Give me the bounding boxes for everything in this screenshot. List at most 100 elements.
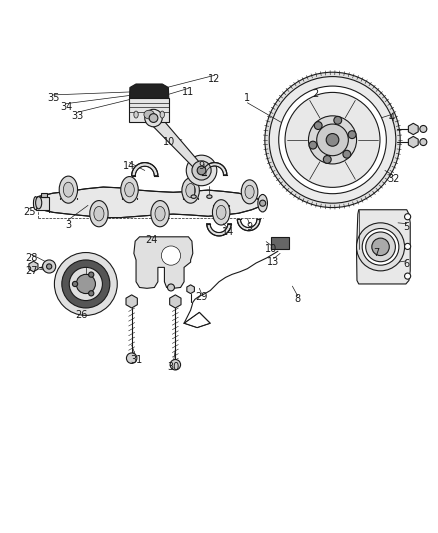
Polygon shape [187, 285, 194, 294]
Circle shape [170, 359, 180, 370]
Text: 9: 9 [247, 222, 253, 232]
Text: 5: 5 [404, 222, 410, 232]
Text: 14: 14 [124, 161, 136, 171]
Circle shape [348, 131, 356, 139]
Circle shape [308, 116, 357, 164]
Circle shape [186, 155, 217, 185]
Circle shape [192, 161, 211, 180]
Polygon shape [149, 114, 204, 173]
Circle shape [343, 150, 351, 158]
Circle shape [72, 281, 78, 287]
Ellipse shape [151, 200, 169, 227]
Circle shape [420, 125, 427, 133]
Polygon shape [29, 261, 38, 272]
Text: 26: 26 [75, 310, 88, 319]
Circle shape [76, 274, 95, 294]
Circle shape [314, 122, 322, 130]
Polygon shape [41, 193, 47, 197]
Text: 9: 9 [198, 161, 205, 171]
Ellipse shape [216, 205, 226, 219]
Polygon shape [207, 224, 231, 236]
Circle shape [145, 109, 162, 127]
Polygon shape [38, 187, 263, 217]
Circle shape [127, 353, 137, 364]
Polygon shape [130, 84, 169, 99]
Circle shape [54, 253, 117, 316]
Circle shape [366, 232, 396, 262]
Circle shape [405, 214, 411, 220]
Circle shape [285, 92, 380, 188]
Ellipse shape [182, 178, 199, 203]
Circle shape [405, 273, 411, 279]
Polygon shape [184, 312, 210, 328]
Text: 25: 25 [23, 207, 35, 217]
Polygon shape [408, 136, 418, 148]
Ellipse shape [258, 195, 268, 212]
Ellipse shape [59, 176, 78, 203]
Polygon shape [170, 295, 181, 308]
Circle shape [372, 238, 389, 256]
Polygon shape [132, 163, 158, 176]
Ellipse shape [144, 110, 154, 119]
Circle shape [420, 139, 427, 146]
Text: 8: 8 [294, 294, 300, 304]
Circle shape [362, 229, 399, 265]
Ellipse shape [245, 185, 254, 198]
Text: 13: 13 [268, 257, 280, 267]
Text: 4: 4 [389, 113, 395, 123]
Circle shape [42, 260, 56, 273]
Circle shape [197, 166, 206, 175]
Ellipse shape [121, 176, 138, 203]
Ellipse shape [35, 197, 42, 209]
Circle shape [69, 268, 102, 301]
Circle shape [260, 200, 266, 206]
Polygon shape [35, 197, 49, 212]
Ellipse shape [134, 111, 138, 118]
Text: 30: 30 [167, 362, 179, 372]
Polygon shape [272, 237, 289, 249]
Circle shape [149, 114, 158, 123]
Circle shape [357, 223, 405, 271]
Text: 2: 2 [312, 89, 318, 99]
Polygon shape [237, 220, 260, 231]
Polygon shape [408, 123, 418, 135]
Text: 1: 1 [244, 93, 251, 103]
Circle shape [309, 141, 317, 149]
Circle shape [46, 264, 52, 269]
Text: 33: 33 [71, 111, 83, 121]
Ellipse shape [241, 180, 258, 204]
Polygon shape [126, 295, 138, 308]
Circle shape [323, 156, 331, 164]
Ellipse shape [33, 197, 38, 210]
Ellipse shape [207, 195, 212, 198]
Text: 3: 3 [65, 220, 71, 230]
Text: 11: 11 [182, 87, 194, 97]
Text: 12: 12 [208, 74, 221, 84]
Text: 10: 10 [265, 244, 278, 254]
Ellipse shape [155, 206, 165, 221]
Circle shape [62, 260, 110, 308]
Circle shape [265, 72, 400, 207]
Circle shape [161, 246, 180, 265]
Circle shape [326, 134, 339, 146]
Text: 28: 28 [25, 253, 37, 263]
Text: 7: 7 [373, 248, 379, 259]
Ellipse shape [191, 195, 196, 198]
Polygon shape [202, 163, 227, 175]
Text: 10: 10 [162, 137, 175, 147]
Text: 35: 35 [47, 93, 59, 103]
Text: 27: 27 [25, 266, 38, 276]
Circle shape [279, 86, 386, 193]
Polygon shape [134, 237, 193, 288]
Ellipse shape [186, 183, 195, 198]
Ellipse shape [94, 206, 104, 221]
Text: 6: 6 [404, 260, 410, 269]
Circle shape [269, 77, 396, 203]
Text: 29: 29 [195, 292, 208, 302]
Circle shape [405, 244, 411, 249]
Ellipse shape [125, 182, 134, 197]
Circle shape [88, 290, 94, 296]
Text: 34: 34 [60, 102, 72, 112]
Ellipse shape [90, 200, 108, 227]
Text: 24: 24 [145, 235, 158, 245]
